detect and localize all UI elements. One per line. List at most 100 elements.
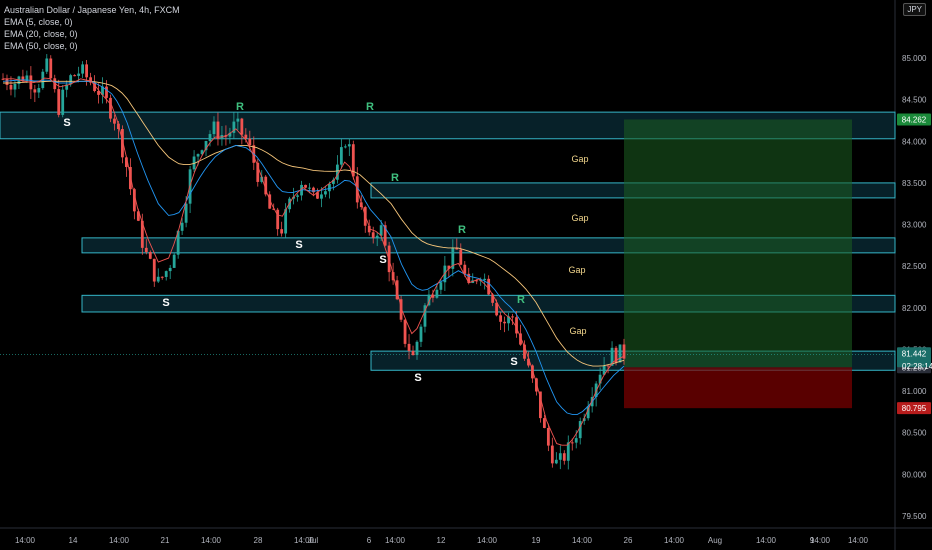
candle-body[interactable] [431, 294, 435, 298]
candle-body[interactable] [459, 249, 463, 265]
candle-body[interactable] [586, 406, 590, 419]
candle-body[interactable] [419, 326, 423, 342]
candle-body[interactable] [284, 209, 288, 234]
candle-body[interactable] [403, 319, 407, 344]
candle-body[interactable] [447, 265, 451, 269]
candle-body[interactable] [25, 75, 29, 82]
candle-body[interactable] [81, 64, 85, 74]
candle-body[interactable] [335, 164, 339, 180]
candle-body[interactable] [531, 365, 534, 379]
candle-body[interactable] [113, 118, 116, 124]
ema50-line[interactable] [3, 80, 625, 367]
candle-body[interactable] [427, 294, 431, 306]
ema20-line[interactable] [2, 79, 625, 415]
candle-body[interactable] [308, 187, 311, 189]
candle-body[interactable] [411, 350, 415, 356]
candle-body[interactable] [371, 232, 375, 238]
candle-body[interactable] [535, 378, 538, 392]
candle-body[interactable] [45, 58, 49, 72]
candle-body[interactable] [160, 276, 164, 278]
candle-body[interactable] [109, 97, 112, 119]
candle-body[interactable] [578, 421, 582, 439]
candle-body[interactable] [542, 418, 546, 428]
candle-body[interactable] [280, 229, 284, 234]
candle-body[interactable] [610, 347, 614, 366]
candle-body[interactable] [57, 89, 61, 115]
candle-body[interactable] [292, 196, 295, 199]
candle-body[interactable] [125, 157, 128, 168]
candle-body[interactable] [491, 294, 495, 303]
candle-body[interactable] [332, 179, 335, 184]
candle-body[interactable] [121, 129, 124, 158]
candle-body[interactable] [200, 150, 204, 155]
candle-body[interactable] [367, 225, 371, 233]
candle-body[interactable] [546, 427, 550, 446]
ema5-line[interactable] [3, 77, 625, 446]
candle-body[interactable] [562, 453, 566, 461]
candle-body[interactable] [550, 445, 554, 464]
candle-body[interactable] [276, 209, 280, 230]
candle-body[interactable] [192, 156, 196, 170]
candle-body[interactable] [415, 341, 419, 356]
candle-body[interactable] [515, 317, 518, 334]
candle-body[interactable] [69, 75, 73, 85]
candle-body[interactable] [570, 442, 574, 444]
candle-body[interactable] [228, 132, 232, 137]
stop-zone[interactable] [624, 367, 852, 409]
candle-body[interactable] [296, 195, 299, 197]
candle-body[interactable] [375, 235, 379, 238]
candle-body[interactable] [49, 58, 53, 79]
candle-body[interactable] [316, 192, 319, 199]
candle-body[interactable] [97, 91, 100, 95]
candle-body[interactable] [455, 247, 459, 250]
candle-body[interactable] [606, 365, 610, 367]
candle-body[interactable] [343, 146, 347, 148]
candle-body[interactable] [304, 184, 307, 188]
candle-body[interactable] [73, 75, 77, 77]
candle-body[interactable] [176, 230, 180, 255]
candle-body[interactable] [9, 85, 13, 90]
candle-body[interactable] [93, 82, 96, 92]
candle-body[interactable] [152, 258, 156, 282]
candle-body[interactable] [164, 271, 168, 277]
candle-body[interactable] [144, 247, 148, 253]
candle-body[interactable] [439, 282, 443, 290]
candle-body[interactable] [232, 121, 236, 133]
candle-body[interactable] [61, 89, 65, 115]
candle-body[interactable] [77, 73, 81, 76]
candle-body[interactable] [511, 316, 514, 318]
candle-body[interactable] [212, 121, 216, 135]
candle-body[interactable] [435, 289, 439, 298]
candle-body[interactable] [216, 121, 220, 139]
indicator-ema50[interactable]: EMA (50, close, 0) [4, 41, 78, 51]
candle-body[interactable] [554, 459, 558, 464]
candle-body[interactable] [614, 347, 618, 363]
candle-body[interactable] [379, 225, 383, 236]
candle-body[interactable] [256, 162, 260, 182]
candle-body[interactable] [140, 220, 144, 248]
candle-body[interactable] [487, 278, 491, 295]
candle-body[interactable] [5, 78, 9, 86]
candle-body[interactable] [507, 316, 510, 324]
candle-body[interactable] [574, 438, 578, 443]
candle-body[interactable] [423, 305, 427, 327]
candle-body[interactable] [499, 315, 502, 322]
candle-body[interactable] [264, 176, 268, 195]
candle-body[interactable] [602, 365, 606, 375]
candle-body[interactable] [268, 194, 272, 209]
candle-body[interactable] [236, 118, 240, 122]
candle-body[interactable] [204, 141, 208, 151]
candle-body[interactable] [324, 191, 327, 195]
candle-body[interactable] [558, 453, 562, 460]
candle-body[interactable] [483, 278, 487, 281]
candle-body[interactable] [519, 333, 522, 345]
candle-body[interactable] [582, 418, 586, 422]
candle-body[interactable] [37, 88, 41, 93]
indicator-ema5[interactable]: EMA (5, close, 0) [4, 17, 73, 27]
indicator-ema20[interactable]: EMA (20, close, 0) [4, 29, 78, 39]
candle-body[interactable] [101, 86, 104, 95]
candle-body[interactable] [618, 344, 622, 363]
candle-body[interactable] [347, 144, 351, 147]
candle-body[interactable] [184, 203, 188, 223]
candle-body[interactable] [13, 83, 17, 90]
